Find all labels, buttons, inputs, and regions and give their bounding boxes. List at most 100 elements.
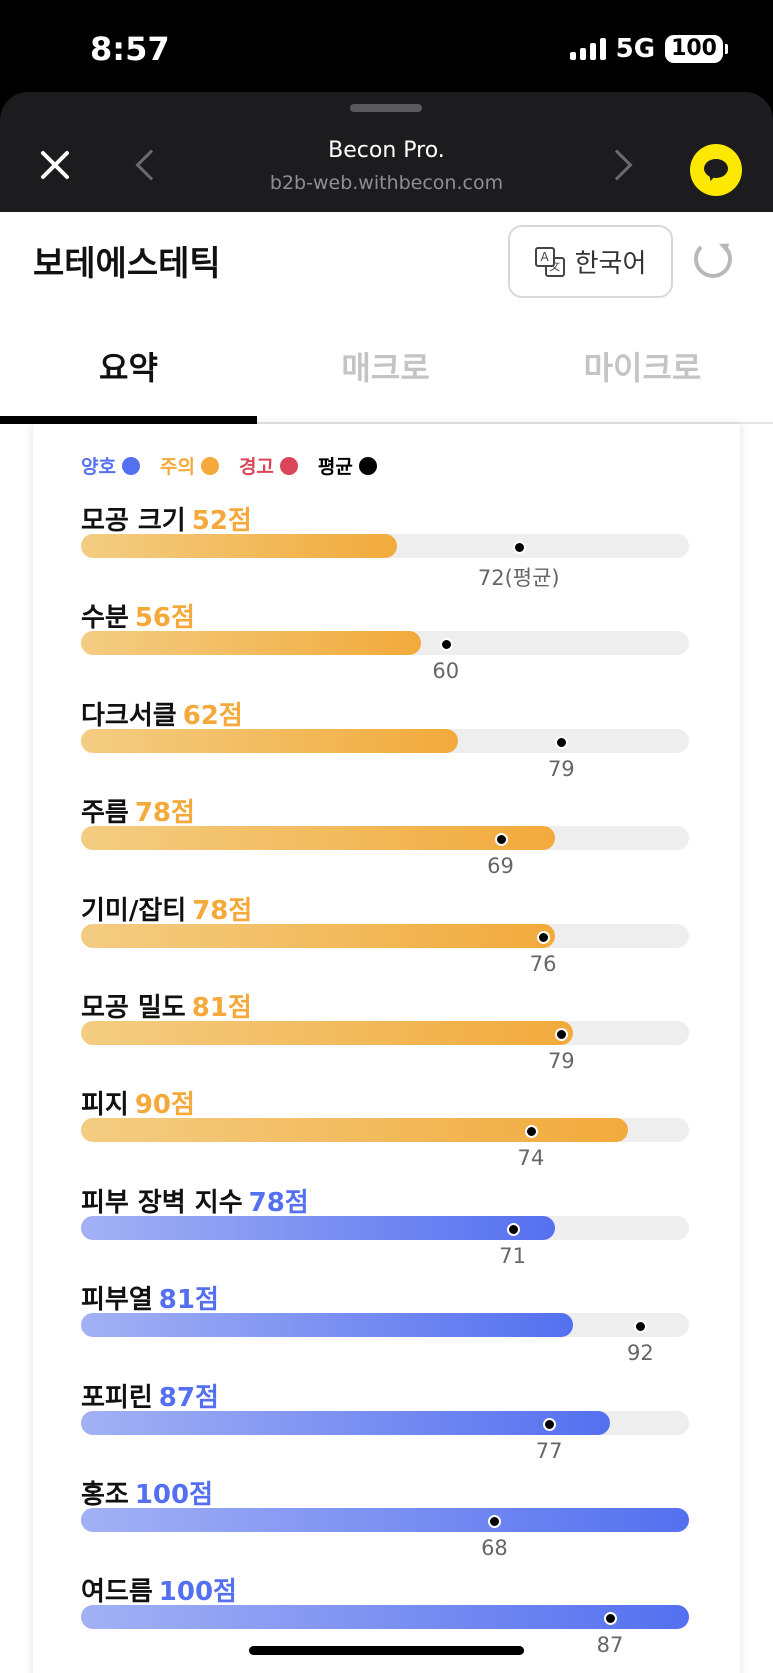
chat-bubble-icon	[704, 159, 728, 178]
average-marker	[555, 735, 569, 749]
metric-score-bar	[81, 1215, 556, 1240]
average-label: 69	[487, 854, 514, 879]
metric-score: 52점	[191, 506, 252, 536]
metric-row: 모공 크기 52점 72(평균)	[81, 500, 689, 597]
metric-track	[81, 1215, 689, 1240]
metric-track	[81, 1508, 689, 1532]
chat-button[interactable]	[690, 144, 742, 196]
average-label: 72(평균)	[477, 566, 560, 590]
average-marker	[512, 541, 526, 554]
metric-row: 다크서클 62점 79	[81, 695, 689, 792]
battery-icon: 100	[665, 35, 728, 63]
average-label: 74	[517, 1146, 545, 1171]
metric-row: 모공 밀도 81점 79	[81, 987, 689, 1084]
average-marker	[603, 1612, 617, 1626]
legend-dot-icon	[358, 456, 377, 475]
metric-track	[81, 1021, 689, 1045]
legend-item: 경고	[239, 452, 298, 479]
metric-track	[81, 1313, 689, 1338]
language-label: 한국어	[574, 249, 647, 279]
metric-track	[81, 728, 689, 753]
legend-label: 평균	[317, 456, 353, 478]
status-bar: 8:57 5G 100	[0, 0, 773, 92]
metric-label: 홍조 100점	[81, 1474, 213, 1511]
average-label: 77	[535, 1438, 563, 1463]
tab-summary[interactable]: 요약	[99, 349, 158, 387]
metric-name: 기미/잡티	[81, 895, 187, 926]
metric-label: 다크서클 62점	[81, 695, 243, 732]
active-tab-indicator	[0, 416, 257, 424]
legend-item: 주의	[160, 452, 219, 479]
home-indicator	[249, 1646, 524, 1655]
metric-track	[81, 631, 689, 656]
metric-track	[81, 534, 689, 558]
metric-row: 홍조 100점 68	[81, 1474, 689, 1571]
metric-score-bar	[81, 1313, 574, 1338]
metric-label: 모공 크기 52점	[81, 500, 252, 537]
metric-row: 수분 56점 60	[81, 597, 689, 694]
average-marker	[488, 1515, 502, 1528]
metric-score: 90점	[134, 1090, 195, 1121]
average-marker	[537, 930, 551, 944]
status-indicators: 5G 100	[569, 34, 728, 64]
metric-label: 기미/잡티 78점	[81, 890, 252, 927]
tab-bar: 요약 매크로 마이크로	[0, 312, 773, 424]
metric-score-bar	[81, 728, 458, 753]
average-marker	[439, 638, 453, 652]
metric-name: 여드름	[81, 1577, 153, 1608]
tab-macro[interactable]: 매크로	[341, 349, 430, 387]
average-label: 76	[529, 951, 557, 976]
browser-url: b2b-web.withbecon.com	[269, 172, 504, 194]
legend-item: 평균	[318, 452, 377, 479]
refresh-icon[interactable]	[694, 240, 732, 278]
metric-track	[81, 1410, 689, 1435]
browser-page-title: Becon Pro.	[328, 138, 445, 163]
metric-track	[81, 1605, 689, 1630]
tab-micro[interactable]: 마이크로	[583, 349, 702, 387]
metric-name: 피부열	[81, 1285, 153, 1316]
legend-dot-icon	[279, 456, 298, 475]
metric-label: 주름 78점	[81, 792, 195, 829]
metric-score: 87점	[158, 1382, 219, 1413]
metric-score-bar	[81, 631, 422, 656]
sheet-grabber[interactable]	[350, 104, 422, 112]
metric-track	[81, 923, 689, 948]
metric-name: 홍조	[81, 1480, 129, 1510]
metric-row: 피부열 81점 92	[81, 1279, 689, 1376]
metric-score-bar	[81, 826, 556, 851]
metric-label: 수분 56점	[81, 597, 195, 634]
average-label: 79	[547, 756, 575, 781]
metric-row: 피부 장벽 지수 78점 71	[81, 1182, 689, 1279]
metric-score-bar	[81, 1410, 610, 1435]
legend-dot-icon	[200, 456, 219, 475]
metric-track	[81, 826, 689, 851]
metric-score: 78점	[192, 895, 253, 926]
metric-score-bar	[81, 1605, 689, 1630]
metric-row: 피지 90점 74	[81, 1084, 689, 1181]
metric-score: 62점	[182, 700, 243, 731]
metric-label: 모공 밀도 81점	[81, 987, 252, 1024]
metric-name: 모공 밀도	[81, 993, 186, 1023]
legend-label: 양호	[81, 456, 116, 478]
average-marker	[506, 1222, 520, 1236]
metric-score: 81점	[191, 993, 252, 1023]
metric-label: 피부 장벽 지수 78점	[81, 1182, 309, 1219]
metric-score: 81점	[158, 1285, 219, 1316]
legend-label: 경고	[238, 456, 274, 478]
average-marker	[634, 1320, 648, 1334]
metric-name: 다크서클	[81, 700, 177, 731]
legend: 양호 주의 경고 평균	[81, 452, 377, 479]
average-label: 79	[547, 1049, 575, 1073]
legend-dot-icon	[121, 456, 140, 475]
metric-score-bar	[81, 1021, 574, 1045]
metric-score-bar	[81, 923, 556, 948]
metric-row: 기미/잡티 78점 76	[81, 890, 689, 987]
legend-item: 양호	[81, 452, 140, 479]
average-label: 87	[596, 1633, 624, 1658]
network-type: 5G	[615, 34, 656, 64]
signal-icon	[569, 38, 606, 60]
